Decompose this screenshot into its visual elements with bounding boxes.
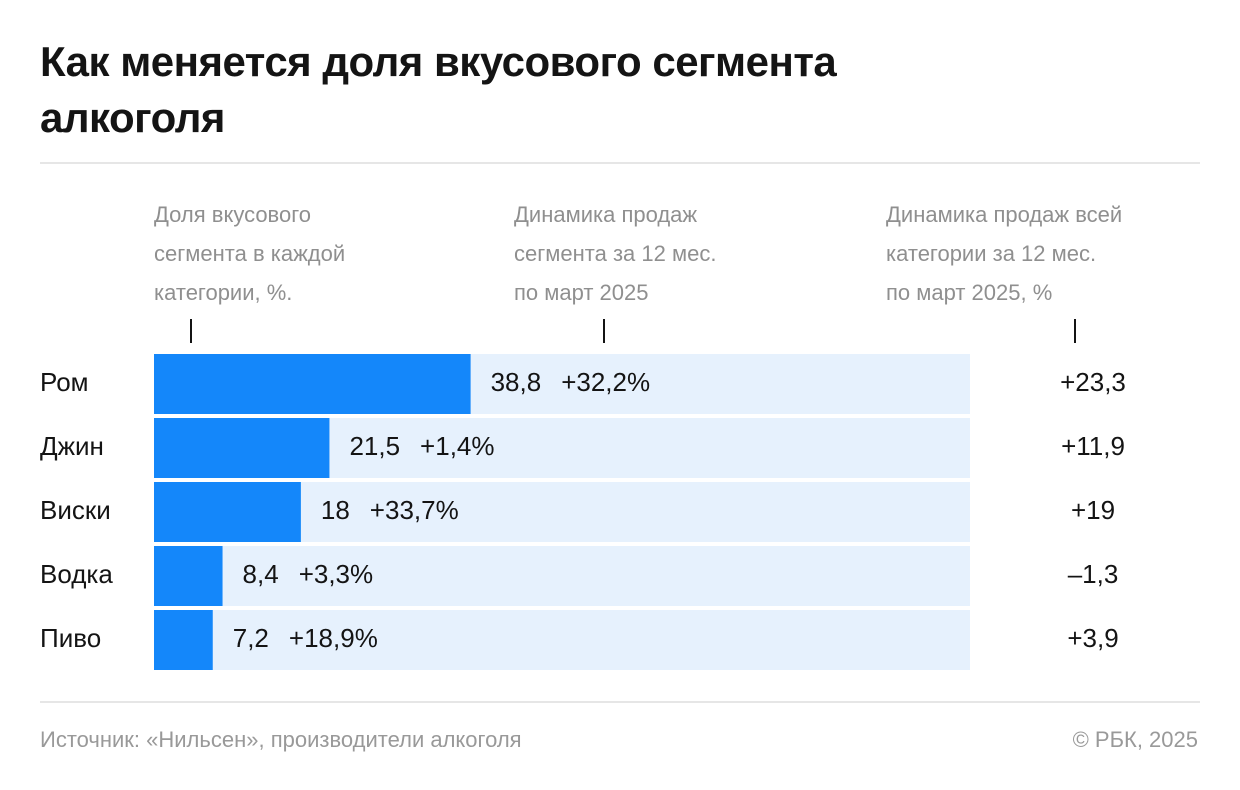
category-label: Ром: [40, 367, 89, 397]
category-label: Пиво: [40, 623, 101, 653]
column-header: категории, %.: [154, 280, 292, 305]
segment-growth: +32,2%: [561, 367, 650, 397]
value-label: 21,5: [349, 431, 400, 461]
bar: [154, 546, 223, 606]
column-header: Доля вкусового: [154, 202, 311, 227]
bar: [154, 482, 301, 542]
category-growth: +19: [1071, 495, 1115, 525]
column-header: Динамика продаж всей: [886, 202, 1122, 227]
segment-growth: +33,7%: [370, 495, 459, 525]
bar: [154, 610, 213, 670]
category-growth: +23,3: [1060, 367, 1126, 397]
value-label: 38,8: [491, 367, 542, 397]
category-growth: +3,9: [1067, 623, 1118, 653]
column-header: сегмента в каждой: [154, 241, 345, 266]
bar-track: [154, 546, 970, 606]
category-label: Водка: [40, 559, 113, 589]
column-header: Динамика продаж: [514, 202, 697, 227]
category-growth: +11,9: [1061, 431, 1125, 461]
category-label: Виски: [40, 495, 111, 525]
category-label: Джин: [40, 431, 104, 461]
value-label: 7,2: [233, 623, 269, 653]
column-header: по март 2025: [514, 280, 649, 305]
segment-growth: +1,4%: [420, 431, 494, 461]
segment-growth: +3,3%: [299, 559, 373, 589]
value-label: 18: [321, 495, 350, 525]
bar-track: [154, 610, 970, 670]
segment-growth: +18,9%: [289, 623, 378, 653]
column-header: сегмента за 12 мес.: [514, 241, 716, 266]
column-header: по март 2025, %: [886, 280, 1052, 305]
bar: [154, 354, 471, 414]
source: Источник: «Нильсен», производители алког…: [40, 727, 522, 752]
bar: [154, 418, 330, 478]
chart-title: Как меняется доля вкусового сегмента алк…: [40, 38, 837, 141]
category-growth: –1,3: [1068, 559, 1119, 589]
value-label: 8,4: [243, 559, 279, 589]
column-header: категории за 12 мес.: [886, 241, 1096, 266]
credit: © РБК, 2025: [1073, 727, 1198, 752]
